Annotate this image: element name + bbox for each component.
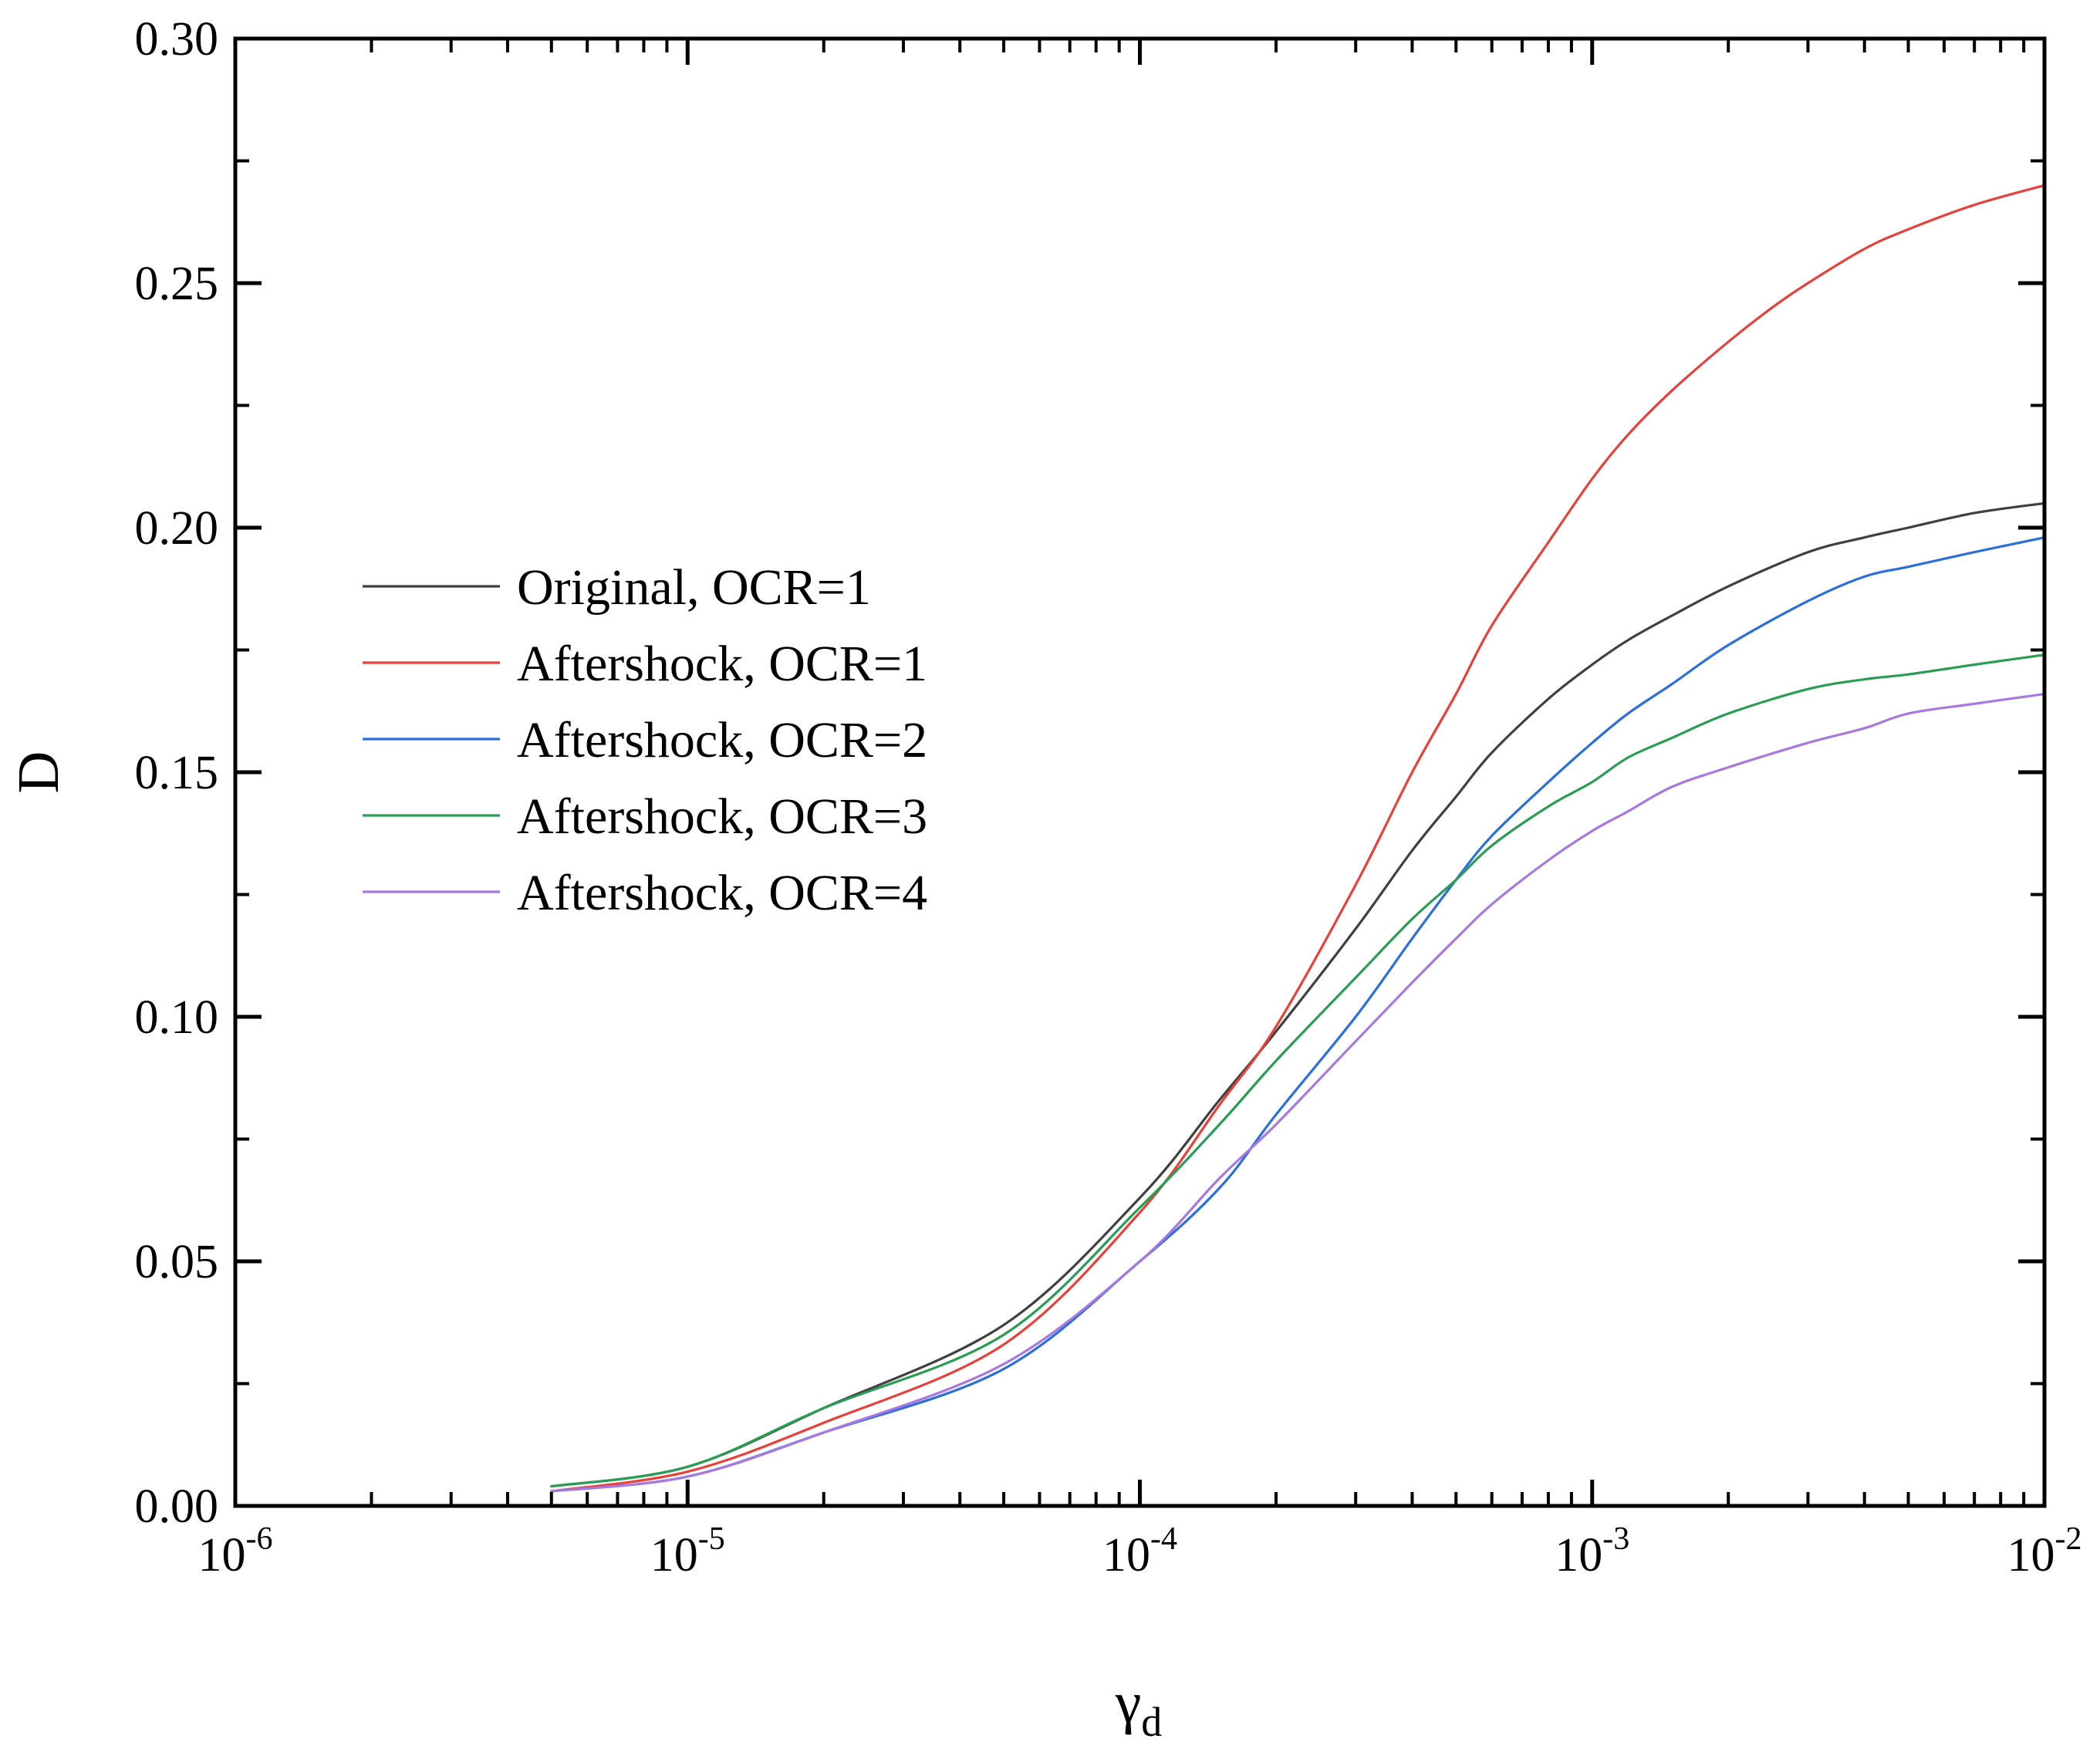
legend-label: Aftershock, OCR=4 [517, 865, 927, 921]
x-tick-labels: 10-6 10-5 10-4 10-3 10-2 [198, 1521, 2082, 1582]
x-tick-label-exponent: -6 [246, 1521, 273, 1557]
legend-label: Aftershock, OCR=2 [517, 712, 927, 768]
y-tick-label: 0.30 [135, 13, 219, 66]
x-tick-label: 10-4 [1102, 1521, 1177, 1582]
legend-label: Aftershock, OCR=1 [517, 636, 927, 692]
y-tick-labels: 0.00 0.05 0.10 0.15 0.20 0.25 0.30 [135, 13, 219, 1533]
plot-frame [233, 36, 2047, 1508]
x-tick-label: 10-6 [198, 1521, 273, 1582]
y-tick-label: 0.00 [135, 1480, 219, 1533]
y-tick-label: 0.15 [135, 747, 219, 799]
series-line-aftershock-ocr-4 [550, 692, 2046, 1493]
x-tick-label-base: 10 [1555, 1529, 1602, 1582]
legend-label: Aftershock, OCR=3 [517, 788, 927, 845]
series-line-aftershock-ocr-1 [550, 184, 2046, 1493]
x-tick-label: 10-3 [1555, 1521, 1629, 1582]
x-axis-title-base: γ [1115, 1670, 1142, 1735]
y-axis-title: D [6, 751, 71, 794]
legend-label: Original, OCR=1 [517, 559, 871, 616]
series-layer [550, 184, 2046, 1493]
x-tick-label-exponent: -4 [1150, 1521, 1177, 1557]
series-line-aftershock-ocr-2 [550, 536, 2046, 1493]
y-tick-label: 0.10 [135, 991, 219, 1044]
y-tick-label: 0.05 [135, 1236, 219, 1288]
x-axis-title: γd [1115, 1670, 1163, 1745]
x-tick-label-base: 10 [1102, 1529, 1150, 1582]
x-tick-label: 10-2 [2007, 1521, 2082, 1582]
x-tick-label-base: 10 [198, 1529, 246, 1582]
y-tick-label: 0.20 [135, 502, 219, 555]
series-line-original-ocr-1 [550, 501, 2046, 1488]
x-tick-label-base: 10 [650, 1529, 698, 1582]
x-tick-label-base: 10 [2007, 1529, 2055, 1582]
x-tick-label-exponent: -5 [698, 1521, 725, 1557]
x-tick-label-exponent: -3 [1602, 1521, 1629, 1557]
x-tick-label: 10-5 [650, 1521, 725, 1582]
legend: Original, OCR=1 Aftershock, OCR=1 Aftersho… [363, 559, 927, 921]
y-tick-label: 0.25 [135, 258, 219, 310]
x-tick-label-exponent: -2 [2055, 1521, 2082, 1557]
x-axis-title-sub: d [1141, 1699, 1162, 1745]
series-line-aftershock-ocr-3 [550, 653, 2046, 1488]
